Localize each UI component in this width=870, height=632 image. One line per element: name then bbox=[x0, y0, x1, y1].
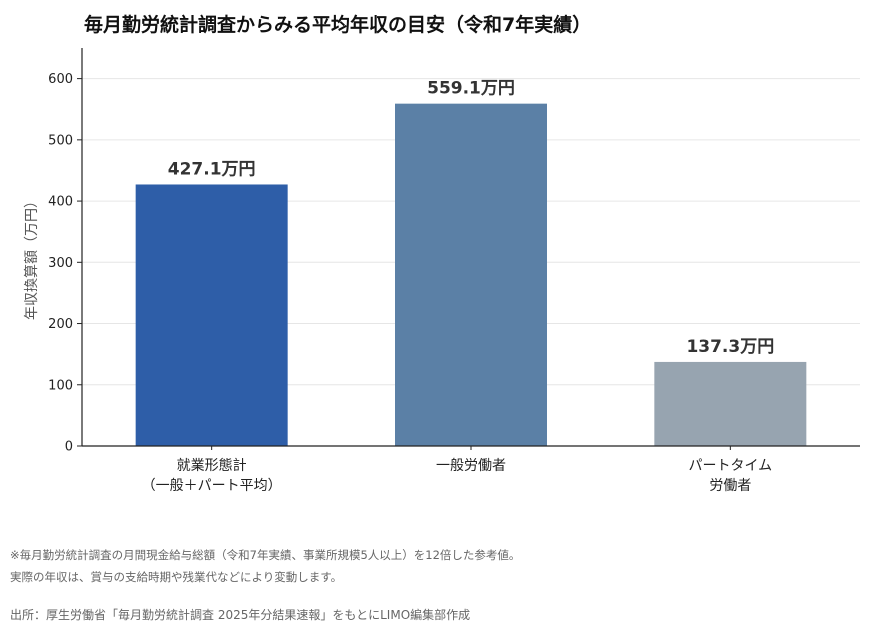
y-tick-label-100: 100 bbox=[48, 378, 73, 393]
axes bbox=[77, 48, 860, 450]
bars bbox=[135, 103, 807, 447]
category-label-2: パートタイム労働者 bbox=[688, 458, 772, 494]
category-label-2-line-0: パートタイム bbox=[688, 458, 772, 474]
category-label-1-line-0: 一般労働者 bbox=[436, 458, 506, 474]
y-tick-label-0: 0 bbox=[65, 440, 73, 455]
chart-title: 毎月勤労統計調査からみる平均年収の目安（令和7年実績） bbox=[84, 14, 592, 36]
category-label-0-line-1: （一般＋パート平均） bbox=[142, 478, 282, 494]
source-note: 出所：厚生労働省「毎月勤労統計調査 2025年分結果速報」をもとにLIMO編集部… bbox=[10, 608, 471, 622]
bar-2 bbox=[654, 361, 807, 446]
footnote-1: ※毎月勤労統計調査の月間現金給与総額（令和7年実績、事業所規模5人以上）を12倍… bbox=[10, 548, 521, 562]
y-axis-label: 年収換算額（万円） bbox=[24, 194, 40, 320]
y-tick-label-500: 500 bbox=[48, 133, 73, 148]
bar-1 bbox=[395, 103, 547, 447]
category-label-1: 一般労働者 bbox=[436, 458, 506, 474]
y-tick-label-300: 300 bbox=[48, 256, 73, 271]
y-tick-label-200: 200 bbox=[48, 317, 73, 332]
y-tick-label-400: 400 bbox=[48, 195, 73, 210]
data-label-1: 559.1万円 bbox=[427, 79, 515, 99]
data-label-2: 137.3万円 bbox=[686, 337, 774, 357]
data-label-0: 427.1万円 bbox=[168, 159, 256, 179]
category-label-0-line-0: 就業形態計 bbox=[177, 458, 247, 474]
category-label-2-line-1: 労働者 bbox=[709, 478, 751, 494]
category-label-0: 就業形態計 （一般＋パート平均） bbox=[142, 458, 282, 494]
y-tick-label-600: 600 bbox=[48, 72, 73, 87]
footnote-2: 実際の年収は、賞与の支給時期や残業代などにより変動します。 bbox=[10, 570, 343, 584]
bar-0 bbox=[135, 184, 288, 446]
